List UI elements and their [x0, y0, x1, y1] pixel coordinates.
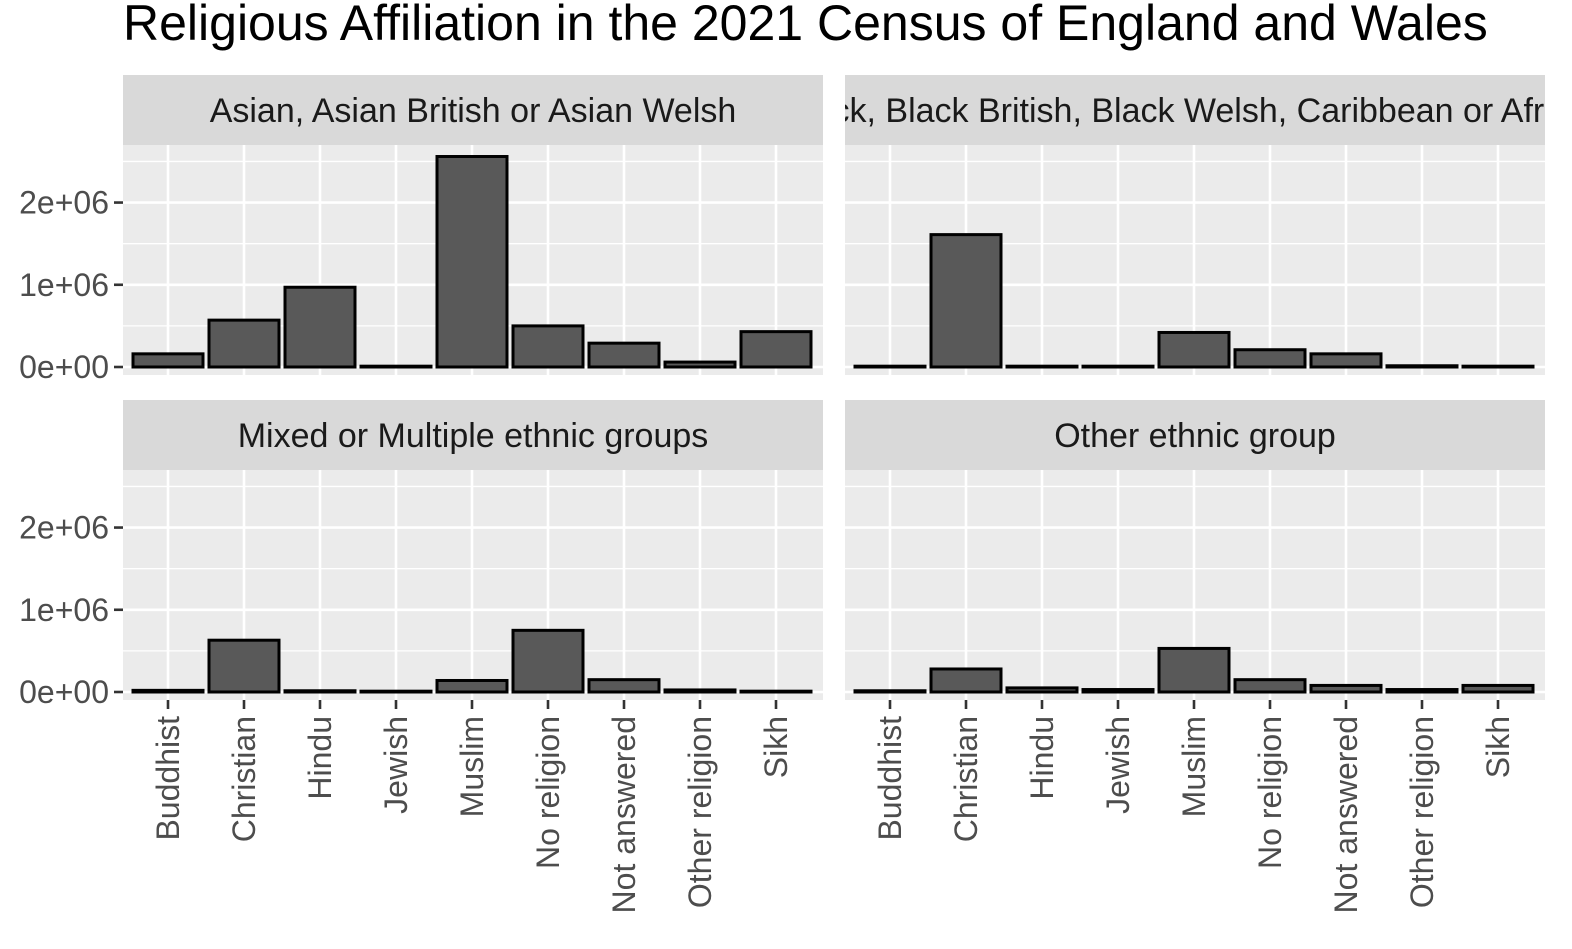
x-tick-label: Sikh [1480, 716, 1516, 778]
x-tick-label: Muslim [454, 716, 490, 817]
bar [1385, 364, 1459, 369]
bar [207, 318, 281, 369]
y-tick-label: 0e+00 [19, 674, 109, 710]
x-tick-label: No religion [530, 716, 566, 869]
bar [1005, 364, 1079, 369]
strip-background [123, 75, 823, 145]
x-tick-label: Muslim [1176, 716, 1212, 817]
bar [739, 689, 813, 694]
bar [359, 689, 433, 694]
bar [359, 364, 433, 369]
bar [1233, 678, 1307, 694]
bar [853, 364, 927, 369]
strip-label: Mixed or Multiple ethnic groups [238, 417, 709, 455]
facet-panel: Mixed or Multiple ethnic groups 0e+00 1e+0… [19, 400, 823, 913]
facet-panel: Black, Black British, Black Welsh, Carib… [783, 75, 1572, 375]
bar [1081, 688, 1155, 694]
x-tick-label: Other religion [682, 716, 718, 908]
bar [1385, 688, 1459, 694]
x-tick-label: Christian [948, 716, 984, 842]
bar [739, 330, 813, 369]
bar [435, 678, 509, 694]
bar [1157, 646, 1231, 694]
chart-title: Religious Affiliation in the 2021 Census… [123, 0, 1488, 51]
strip-background [845, 400, 1545, 470]
y-tick-label: 0e+00 [19, 349, 109, 385]
x-tick-label: Buddhist [872, 716, 908, 841]
bar [1005, 686, 1079, 694]
y-tick-label: 2e+06 [19, 510, 109, 546]
x-tick-label: Hindu [302, 716, 338, 800]
x-tick-label: Sikh [758, 716, 794, 778]
facet-panels: Asian, Asian British or Asian Welsh 0e+00… [19, 75, 1572, 913]
bar [1309, 352, 1383, 369]
bar [1309, 683, 1383, 694]
strip-label: Black, Black British, Black Welsh, Carib… [783, 92, 1572, 130]
bar [1461, 364, 1535, 369]
x-tick-label: No religion [1252, 716, 1288, 869]
x-tick-label: Jewish [378, 716, 414, 814]
bar [929, 233, 1003, 369]
bar [511, 628, 585, 694]
x-tick-label: Christian [226, 716, 262, 842]
strip-label: Asian, Asian British or Asian Welsh [210, 92, 737, 130]
y-tick-label: 1e+06 [19, 592, 109, 628]
bar [1081, 364, 1155, 369]
x-tick-label: Other religion [1404, 716, 1440, 908]
strip-label: Other ethnic group [1054, 417, 1336, 455]
bar [1461, 683, 1535, 694]
bar [131, 688, 205, 694]
x-tick-label: Not answered [606, 716, 642, 913]
bar [511, 324, 585, 369]
bar [929, 667, 1003, 694]
strip-background [123, 400, 823, 470]
x-tick-label: Not answered [1328, 716, 1364, 913]
x-tick-label: Jewish [1100, 716, 1136, 814]
facet-panel: Asian, Asian British or Asian Welsh 0e+00… [19, 75, 823, 385]
bar [207, 638, 281, 694]
bar [283, 285, 357, 369]
bar [663, 360, 737, 369]
bar [435, 155, 509, 369]
y-tick-label: 2e+06 [19, 185, 109, 221]
y-tick-label: 1e+06 [19, 267, 109, 303]
x-tick-label: Buddhist [150, 716, 186, 841]
strip-background [845, 75, 1545, 145]
bar [853, 689, 927, 694]
bar [587, 341, 661, 369]
bar [283, 689, 357, 694]
x-tick-label: Hindu [1024, 716, 1060, 800]
facet-panel: Other ethnic group Buddhist Christian Hindu… [845, 400, 1545, 913]
bar [587, 678, 661, 694]
bar [1157, 330, 1231, 369]
bar [131, 352, 205, 369]
bar [663, 688, 737, 694]
bar [1233, 348, 1307, 369]
